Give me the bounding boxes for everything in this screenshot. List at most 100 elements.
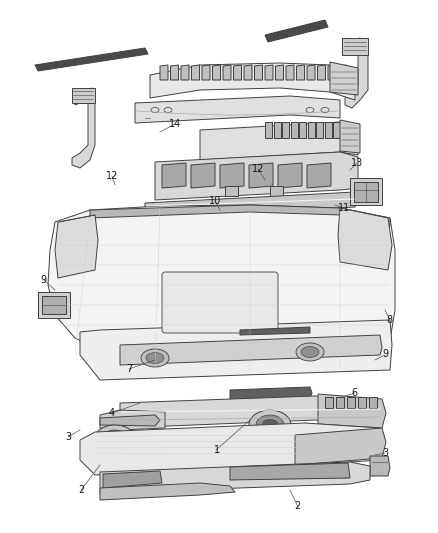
Text: 8: 8 — [387, 315, 393, 325]
Polygon shape — [202, 65, 210, 80]
Polygon shape — [80, 423, 382, 475]
Polygon shape — [278, 163, 302, 188]
Polygon shape — [223, 65, 231, 80]
Polygon shape — [325, 122, 332, 138]
Polygon shape — [342, 122, 349, 138]
Polygon shape — [282, 122, 289, 138]
Polygon shape — [55, 215, 98, 278]
Polygon shape — [369, 397, 377, 408]
Polygon shape — [162, 163, 186, 188]
Polygon shape — [330, 62, 358, 95]
Polygon shape — [354, 182, 378, 202]
Text: 12: 12 — [106, 171, 118, 181]
Polygon shape — [181, 65, 189, 80]
Polygon shape — [120, 335, 382, 365]
Polygon shape — [347, 397, 355, 408]
Polygon shape — [333, 122, 340, 138]
Polygon shape — [273, 122, 280, 138]
Text: 13: 13 — [351, 158, 363, 167]
Polygon shape — [240, 327, 310, 335]
Polygon shape — [100, 415, 160, 426]
Polygon shape — [265, 20, 328, 42]
FancyBboxPatch shape — [162, 272, 278, 333]
Text: 4: 4 — [109, 408, 115, 418]
Polygon shape — [120, 396, 382, 428]
Text: 10: 10 — [208, 197, 221, 206]
Polygon shape — [38, 292, 70, 318]
Polygon shape — [358, 397, 366, 408]
Text: 6: 6 — [352, 388, 358, 398]
Polygon shape — [342, 38, 368, 55]
Polygon shape — [265, 65, 273, 80]
Polygon shape — [307, 65, 315, 80]
Polygon shape — [42, 296, 66, 314]
Polygon shape — [318, 65, 325, 80]
Text: 11: 11 — [338, 203, 350, 213]
Ellipse shape — [249, 410, 291, 440]
Polygon shape — [225, 186, 238, 196]
Ellipse shape — [262, 419, 278, 431]
Polygon shape — [299, 122, 306, 138]
Polygon shape — [295, 428, 386, 465]
Text: 3: 3 — [382, 448, 389, 458]
Polygon shape — [48, 205, 395, 372]
Polygon shape — [35, 48, 148, 71]
Polygon shape — [100, 483, 235, 500]
Text: 2: 2 — [295, 502, 301, 511]
Ellipse shape — [301, 346, 319, 358]
Polygon shape — [244, 65, 252, 80]
Polygon shape — [100, 410, 165, 430]
Polygon shape — [339, 65, 346, 80]
Text: 14: 14 — [169, 119, 181, 128]
Polygon shape — [254, 65, 262, 80]
Polygon shape — [103, 471, 162, 488]
Text: 1: 1 — [214, 446, 220, 455]
Polygon shape — [191, 163, 215, 188]
Ellipse shape — [101, 430, 129, 450]
Polygon shape — [135, 96, 340, 123]
Text: 7: 7 — [126, 365, 132, 374]
Polygon shape — [233, 65, 241, 80]
Polygon shape — [340, 120, 360, 153]
Polygon shape — [90, 205, 390, 226]
Text: 9: 9 — [41, 275, 47, 285]
Polygon shape — [276, 65, 283, 80]
Polygon shape — [345, 38, 368, 108]
Ellipse shape — [141, 349, 169, 367]
Polygon shape — [350, 178, 382, 205]
Polygon shape — [325, 397, 333, 408]
Ellipse shape — [146, 352, 164, 364]
Text: 3: 3 — [65, 432, 71, 442]
Polygon shape — [230, 463, 350, 480]
Polygon shape — [230, 387, 312, 400]
Polygon shape — [307, 163, 331, 188]
Polygon shape — [80, 320, 392, 380]
Polygon shape — [286, 65, 294, 80]
Polygon shape — [297, 65, 304, 80]
Polygon shape — [265, 122, 272, 138]
Ellipse shape — [94, 425, 136, 455]
Polygon shape — [160, 65, 168, 80]
Polygon shape — [328, 65, 336, 80]
Polygon shape — [100, 462, 370, 493]
Ellipse shape — [107, 434, 123, 446]
Text: 12: 12 — [252, 165, 265, 174]
Polygon shape — [191, 65, 199, 80]
Text: 9: 9 — [382, 350, 389, 359]
Polygon shape — [290, 122, 297, 138]
Polygon shape — [220, 163, 244, 188]
Polygon shape — [72, 88, 95, 103]
Polygon shape — [336, 397, 344, 408]
Polygon shape — [155, 152, 358, 200]
Polygon shape — [316, 122, 323, 138]
Polygon shape — [270, 186, 283, 196]
Polygon shape — [249, 163, 273, 188]
Polygon shape — [72, 88, 95, 168]
Polygon shape — [145, 192, 357, 218]
Ellipse shape — [296, 343, 324, 361]
Polygon shape — [318, 394, 386, 428]
Polygon shape — [370, 456, 390, 476]
Polygon shape — [200, 122, 358, 160]
Polygon shape — [307, 122, 314, 138]
Polygon shape — [212, 65, 220, 80]
